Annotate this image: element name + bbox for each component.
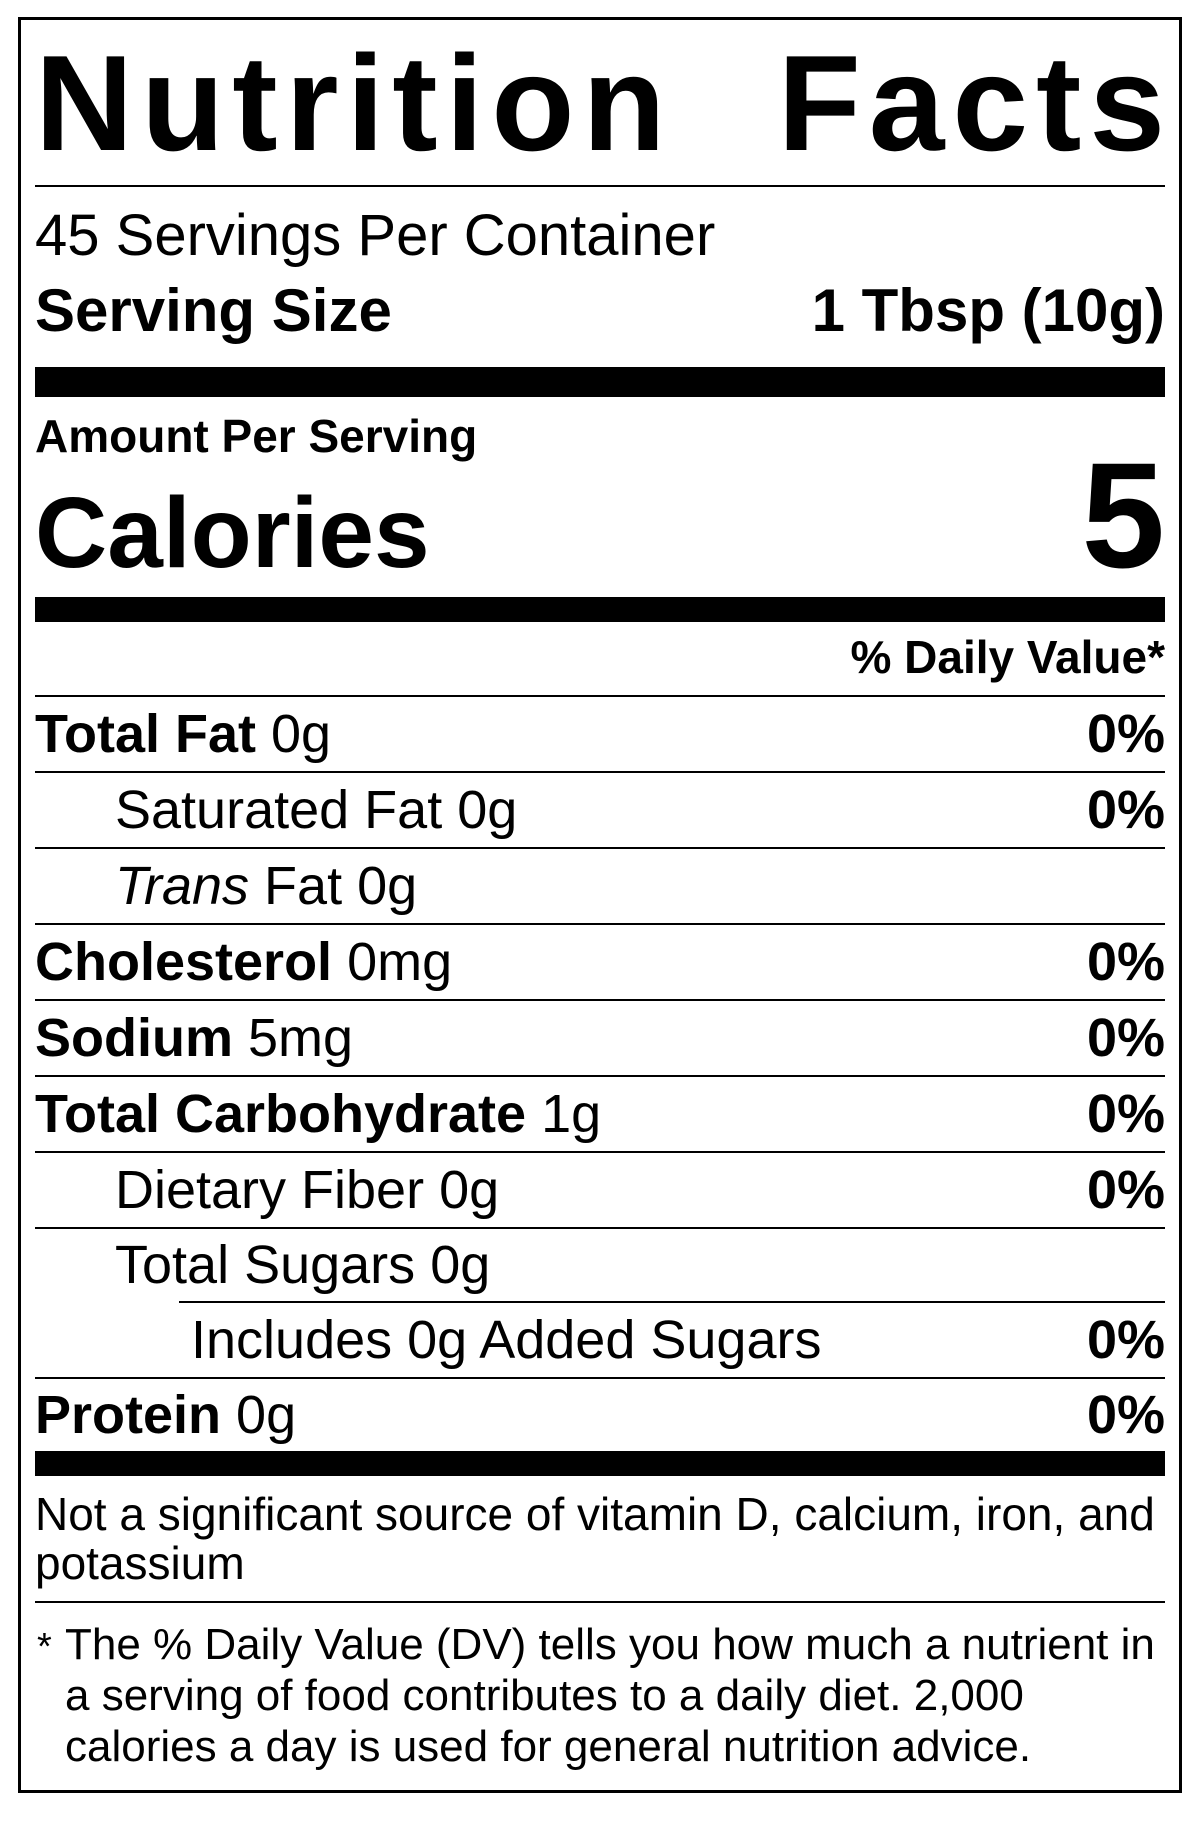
nutrient-name: Total Carbohydrate 1g [35, 1077, 601, 1151]
serving-size-row: Serving Size 1 Tbsp (10g) [35, 274, 1165, 367]
daily-value: 0% [1086, 1384, 1165, 1445]
servings-per-container: 45 Servings Per Container [35, 202, 716, 268]
nutrition-facts-label: Nutrition Facts 45 Servings Per Containe… [18, 17, 1182, 1793]
daily-value: 0% [1086, 703, 1165, 764]
nutrient-row-dietary-fiber: Dietary Fiber 0g 0% [35, 1153, 1165, 1229]
nutrient-name-text: Protein [35, 1384, 222, 1445]
calories-label: Calories [35, 477, 430, 590]
nutrient-row-total-fat: Total Fat 0g 0% [35, 697, 1165, 773]
daily-value: 0% [1086, 1007, 1165, 1068]
nutrient-name: Total Sugars 0g [35, 1229, 490, 1301]
nutrient-name-text: Total Sugars [115, 1234, 416, 1295]
nutrient-row-total-sugars: Total Sugars 0g [35, 1229, 1165, 1301]
section-bar-medium-bottom [35, 1450, 1165, 1476]
daily-value: 0% [1086, 779, 1165, 840]
footnote-asterisk: * [37, 1626, 52, 1669]
nutrient-row-saturated-fat: Saturated Fat 0g 0% [35, 773, 1165, 849]
daily-value: 0% [1086, 931, 1165, 992]
nutrient-name-text: Includes 0g Added Sugars [191, 1309, 822, 1370]
nutrient-name-text: Saturated Fat [115, 779, 443, 840]
nutrient-name-text: Fat [264, 855, 343, 916]
nutrient-row-protein: Protein 0g 0% [35, 1379, 1165, 1451]
nutrient-name-text: Total Carbohydrate [35, 1083, 527, 1144]
nutrient-row-cholesterol: Cholesterol 0mg 0% [35, 925, 1165, 1001]
daily-value-footnote: * The % Daily Value (DV) tells you how m… [35, 1603, 1165, 1772]
nutrient-amount: 0g [439, 1159, 500, 1220]
calories-row: Calories 5 [35, 431, 1165, 600]
nutrient-row-sodium: Sodium 5mg 0% [35, 1001, 1165, 1077]
section-bar-thick [35, 366, 1165, 397]
nutrient-amount: 0g [457, 779, 518, 840]
nutrient-amount: 0g [271, 703, 332, 764]
added-sugars-partial-rule [179, 1300, 1165, 1303]
title-word-nutrition: Nutrition [35, 27, 674, 179]
daily-value: 0% [1086, 1159, 1165, 1220]
nutrient-name-text: Dietary Fiber [115, 1159, 425, 1220]
nutrient-amount: 0g [430, 1234, 491, 1295]
section-bar-medium [35, 597, 1165, 623]
nutrient-name: Saturated Fat 0g [35, 773, 517, 847]
daily-value-header: % Daily Value* [35, 622, 1165, 697]
nutrient-amount: 0g [357, 855, 418, 916]
nutrient-name: Protein 0g [35, 1379, 296, 1451]
amount-per-serving-label: Amount Per Serving [35, 409, 478, 462]
daily-value: 0% [1086, 1309, 1165, 1370]
nutrient-amount: 0g [236, 1384, 297, 1445]
nutrient-row-added-sugars: Includes 0g Added Sugars 0% [35, 1303, 1165, 1379]
daily-value: 0% [1086, 1083, 1165, 1144]
nutrient-name: Sodium 5mg [35, 1001, 353, 1075]
nutrient-name-text: Total Fat [35, 703, 256, 764]
nutrient-amount: 1g [541, 1083, 602, 1144]
serving-size-value: 1 Tbsp (10g) [811, 276, 1165, 344]
calories-value: 5 [1081, 431, 1165, 600]
nutrient-row-trans-fat: Trans Fat 0g [35, 849, 1165, 925]
nutrient-name-text: Sodium [35, 1007, 233, 1068]
nutrient-name: Total Fat 0g [35, 697, 331, 771]
nutrient-name-italic: Trans [115, 855, 250, 916]
footnote-text: The % Daily Value (DV) tells you how muc… [65, 1620, 1155, 1772]
nutrient-amount: 5mg [248, 1007, 354, 1068]
page-title: Nutrition Facts [35, 20, 1165, 187]
not-significant-note: Not a significant source of vitamin D, c… [35, 1476, 1165, 1604]
nutrient-name: Includes 0g Added Sugars [35, 1303, 821, 1377]
nutrient-name-text: Cholesterol [35, 931, 333, 992]
nutrient-name: Cholesterol 0mg [35, 925, 452, 999]
title-word-facts: Facts [777, 27, 1173, 179]
nutrient-row-total-carbohydrate: Total Carbohydrate 1g 0% [35, 1077, 1165, 1153]
nutrient-amount: 0mg [347, 931, 453, 992]
nutrient-name: Trans Fat 0g [35, 849, 417, 923]
nutrient-name: Dietary Fiber 0g [35, 1153, 499, 1227]
serving-size-label: Serving Size [35, 276, 392, 344]
